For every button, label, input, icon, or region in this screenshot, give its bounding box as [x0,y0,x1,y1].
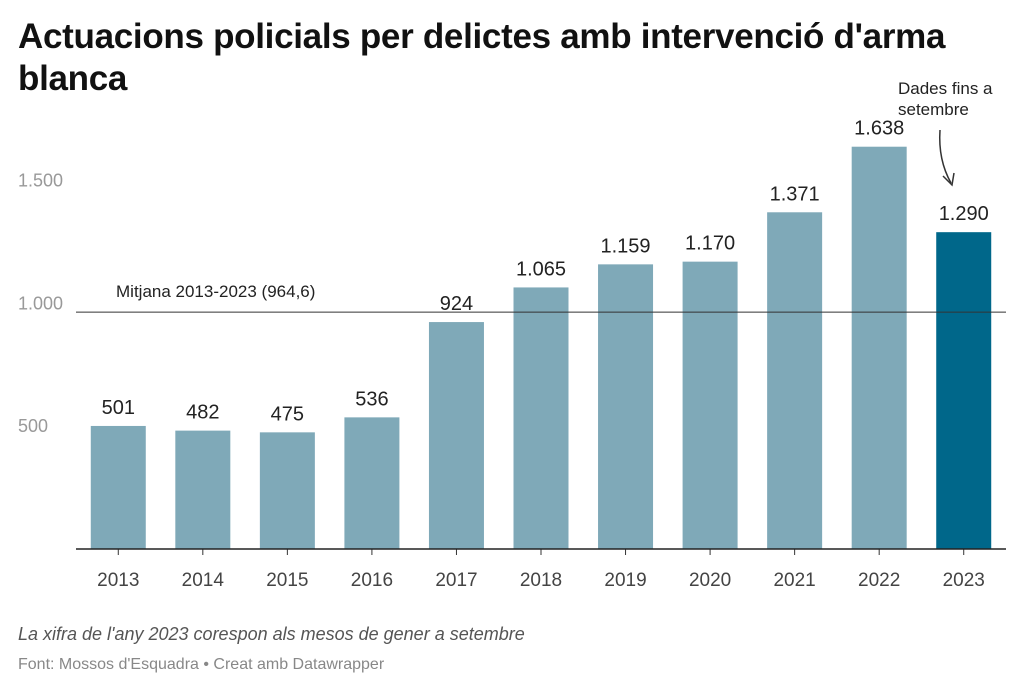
y-tick-label: 1.500 [18,171,63,191]
bar-2013 [90,425,146,549]
bar-2018 [513,287,569,549]
y-axis: 500 1.000 1.500 [18,171,63,437]
bar-2022 [851,146,907,549]
value-label-2017: 924 [440,293,473,315]
value-label-2013: 501 [102,397,135,419]
bar-2014 [175,430,231,549]
y-tick-label: 500 [18,416,48,436]
bar-2017 [428,322,484,549]
value-label-2021: 1.371 [770,183,820,205]
annotation: Dades fins a setembre [898,79,993,187]
chart-title: Actuacions policials per delictes amb in… [18,17,946,98]
value-label-2014: 482 [186,402,219,424]
value-label-2018: 1.065 [516,258,566,280]
bar-2019 [598,264,654,549]
x-tick-label-2018: 2018 [520,570,562,591]
value-label-2023: 1.290 [939,203,989,225]
bar-2020 [682,261,738,549]
x-tick-label-2014: 2014 [182,570,225,591]
annotation-text: Dades fins a [898,79,993,98]
x-tick-label-2015: 2015 [266,570,308,591]
x-tick-label-2020: 2020 [689,570,731,591]
chart-source: Font: Mossos d'Esquadra • Creat amb Data… [18,656,385,673]
value-label-2019: 1.159 [601,235,651,257]
bar-2015 [259,432,315,549]
bars [90,146,992,549]
value-labels: 501 482 475 536 924 1.065 1.159 1.170 1.371 1.638… [102,118,989,426]
y-tick-label: 1.000 [18,293,63,313]
x-tick-label-2022: 2022 [858,570,900,591]
value-label-2016: 536 [355,388,388,410]
x-axis: 2013 2014 2015 2016 2017 2018 2019 2020 2021 2022… [76,548,1006,591]
annotation-arrow [938,129,952,184]
bar-2021 [767,212,823,549]
chart-note: La xifra de l'any 2023 corespon als meso… [18,624,525,644]
bar-2023 [936,232,992,549]
annotation-arrow-head [942,172,955,187]
value-label-2022: 1.638 [854,118,904,140]
x-tick-label-2013: 2013 [97,570,139,591]
x-tick-label-2016: 2016 [351,570,393,591]
annotation-text: setembre [898,100,969,119]
x-tick-label-2023: 2023 [943,570,985,591]
average-line-group: Mitjana 2013-2023 (964,6) [76,282,1006,313]
value-label-2020: 1.170 [685,233,735,255]
average-line-label: Mitjana 2013-2023 (964,6) [116,282,315,301]
bar-2016 [344,417,400,549]
x-tick-label-2017: 2017 [435,570,477,591]
x-tick-label-2019: 2019 [604,570,646,591]
value-label-2015: 475 [271,403,304,425]
x-tick-label-2021: 2021 [773,570,815,591]
